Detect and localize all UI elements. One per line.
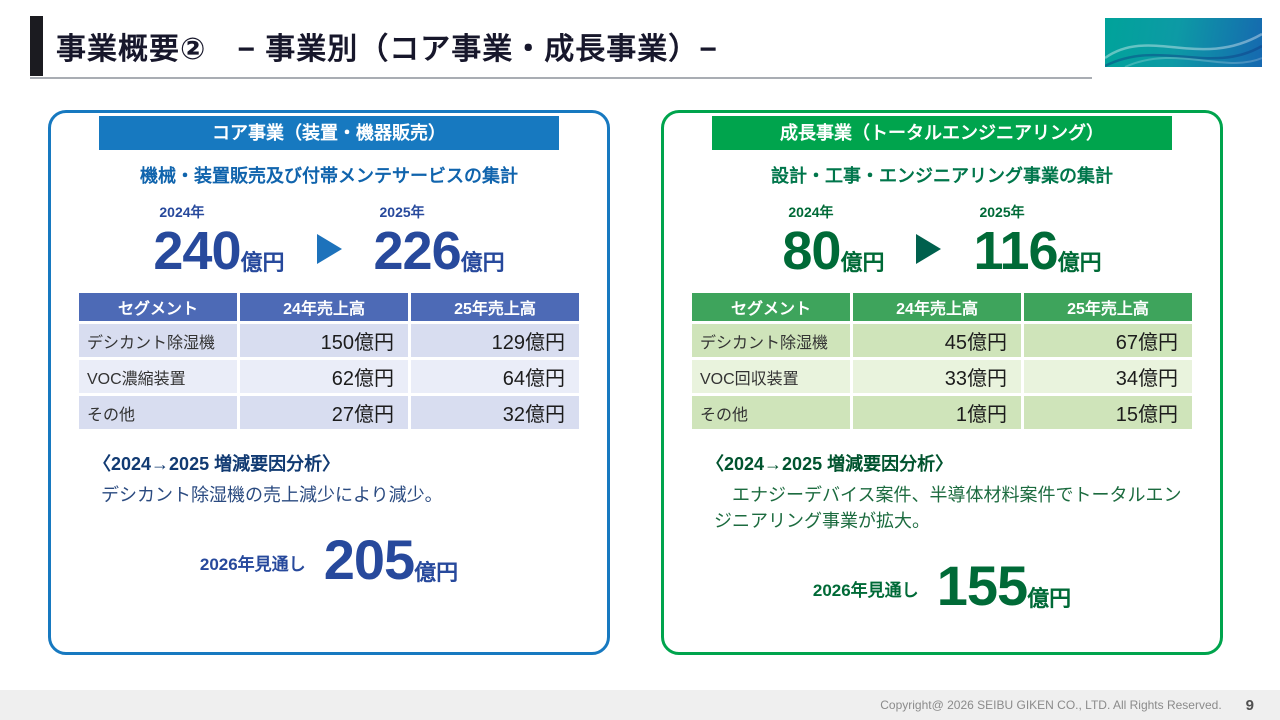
panel-subtitle: 機械・装置販売及び付帯メンテサービスの集計	[140, 166, 518, 186]
year-label: 2024年	[159, 204, 205, 220]
segment-table: セグメント 24年売上高 25年売上高 デシカント除湿機 150億円 129億円…	[76, 290, 582, 432]
revenue-comparison: 2024年 80 億円 2025年 116 億円	[664, 202, 1220, 278]
wave-graphic-icon	[1105, 32, 1262, 67]
revenue-comparison: 2024年 240 億円 2025年 226 億円	[51, 202, 607, 278]
segment-name: その他	[79, 396, 238, 429]
table-header-row: セグメント 24年売上高 25年売上高	[692, 293, 1192, 321]
forecast-unit: 億円	[414, 560, 459, 586]
forecast-label: 2026年見通し	[199, 555, 306, 575]
segment-name: VOC回収装置	[692, 360, 851, 393]
revenue-figure: 116 億円	[973, 224, 1101, 278]
table-row: デシカント除湿機 45億円 67億円	[692, 324, 1192, 357]
forecast-value: 205	[323, 528, 415, 592]
sales-2025: 64億円	[411, 360, 579, 393]
revenue-value: 116	[973, 221, 1058, 281]
title-divider	[30, 77, 1092, 79]
revenue-value: 240	[153, 221, 241, 281]
revenue-figure: 80 億円	[782, 224, 884, 278]
forecast-block: 2026年見通し 155 億円	[664, 558, 1220, 614]
table-row: デシカント除湿機 150億円 129億円	[79, 324, 579, 357]
analysis-title: 〈2024→2025 増減要因分析〉	[93, 454, 341, 474]
segment-name: デシカント除湿機	[692, 324, 851, 357]
segment-name: デシカント除湿機	[79, 324, 238, 357]
table-row: VOC回収装置 33億円 34億円	[692, 360, 1192, 393]
revenue-figure: 240 億円	[153, 224, 284, 278]
revenue-2025-group: 2025年 226 億円	[374, 202, 505, 278]
table-row: その他 1億円 15億円	[692, 396, 1192, 429]
table-row: その他 27億円 32億円	[79, 396, 579, 429]
revenue-unit: 億円	[460, 250, 505, 275]
panel-core-business: コア事業（装置・機器販売） 機械・装置販売及び付帯メンテサービスの集計 2024…	[48, 110, 610, 655]
forecast-figure: 155 億円	[937, 558, 1071, 614]
table-header-row: セグメント 24年売上高 25年売上高	[79, 293, 579, 321]
forecast-figure: 205 億円	[324, 532, 458, 588]
sales-2024: 150億円	[240, 324, 409, 357]
slide-footer: Copyright@ 2026 SEIBU GIKEN CO., LTD. Al…	[0, 690, 1280, 720]
revenue-2025-group: 2025年 116 億円	[973, 202, 1101, 278]
panel-header: コア事業（装置・機器販売）	[99, 116, 559, 150]
sales-2024: 62億円	[240, 360, 409, 393]
revenue-2024-group: 2024年 240 億円	[153, 202, 284, 278]
arrow-right-icon	[916, 234, 942, 264]
forecast-block: 2026年見通し 205 億円	[51, 532, 607, 588]
revenue-value: 80	[782, 221, 841, 281]
sales-2025: 129億円	[411, 324, 579, 357]
year-label: 2025年	[379, 204, 425, 220]
analysis-block: 〈2024→2025 増減要因分析〉 デシカント除湿機の売上減少により減少。	[93, 450, 573, 508]
table-header-sales-2024: 24年売上高	[853, 293, 1022, 321]
title-accent-bar	[30, 16, 43, 76]
sales-2024: 45億円	[853, 324, 1022, 357]
analysis-block: 〈2024→2025 増減要因分析〉 エナジーデバイス案件、半導体材料案件でトー…	[706, 450, 1186, 534]
sales-2025: 67億円	[1024, 324, 1192, 357]
table-header-segment: セグメント	[692, 293, 851, 321]
year-label: 2025年	[979, 204, 1025, 220]
revenue-2024-group: 2024年 80 億円	[782, 202, 884, 278]
segment-name: VOC濃縮装置	[79, 360, 238, 393]
sales-2024: 33億円	[853, 360, 1022, 393]
arrow-right-icon	[316, 234, 342, 264]
table-header-sales-2025: 25年売上高	[1024, 293, 1192, 321]
panel-header: 成長事業（トータルエンジニアリング）	[712, 116, 1172, 150]
year-label: 2024年	[788, 204, 834, 220]
table-row: VOC濃縮装置 62億円 64億円	[79, 360, 579, 393]
analysis-body: エナジーデバイス案件、半導体材料案件でトータルエンジニアリング事業が拡大。	[714, 485, 1182, 532]
revenue-unit: 億円	[1057, 250, 1102, 275]
sales-2025: 15億円	[1024, 396, 1192, 429]
copyright-text: Copyright@ 2026 SEIBU GIKEN CO., LTD. Al…	[880, 698, 1222, 712]
sales-2024: 1億円	[853, 396, 1022, 429]
segment-table: セグメント 24年売上高 25年売上高 デシカント除湿機 45億円 67億円 V…	[689, 290, 1195, 432]
analysis-title: 〈2024→2025 増減要因分析〉	[706, 454, 954, 474]
page-title: 事業概要② − 事業別（コア事業・成長事業）−	[56, 33, 718, 66]
table-header-sales-2024: 24年売上高	[240, 293, 409, 321]
table-header-sales-2025: 25年売上高	[411, 293, 579, 321]
forecast-label: 2026年見通し	[812, 581, 919, 601]
header-decoration	[1105, 18, 1262, 67]
forecast-unit: 億円	[1027, 586, 1072, 612]
revenue-figure: 226 億円	[374, 224, 505, 278]
analysis-body: デシカント除湿機の売上減少により減少。	[101, 485, 443, 505]
panel-subtitle: 設計・工事・エンジニアリング事業の集計	[771, 166, 1113, 186]
segment-name: その他	[692, 396, 851, 429]
sales-2024: 27億円	[240, 396, 409, 429]
revenue-value: 226	[373, 221, 462, 281]
panel-growth-business: 成長事業（トータルエンジニアリング） 設計・工事・エンジニアリング事業の集計 2…	[661, 110, 1223, 655]
sales-2025: 32億円	[411, 396, 579, 429]
table-header-segment: セグメント	[79, 293, 238, 321]
sales-2025: 34億円	[1024, 360, 1192, 393]
revenue-unit: 億円	[840, 250, 885, 275]
page-number: 9	[1245, 696, 1254, 714]
forecast-value: 155	[936, 554, 1028, 618]
revenue-unit: 億円	[240, 250, 285, 275]
